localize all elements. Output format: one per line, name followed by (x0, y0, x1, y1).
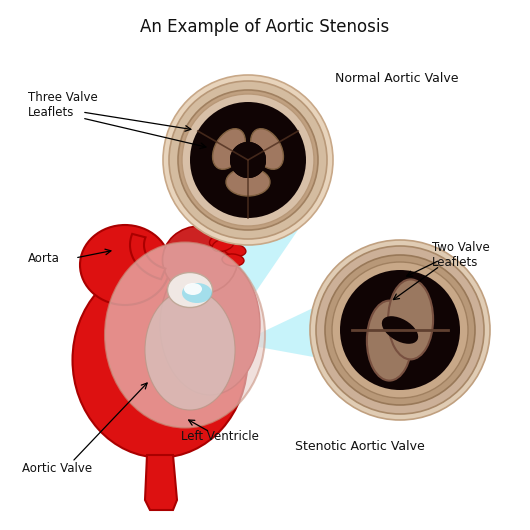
Text: Aortic Valve: Aortic Valve (22, 462, 92, 474)
Circle shape (230, 142, 266, 178)
Polygon shape (220, 300, 330, 360)
Circle shape (169, 81, 327, 239)
Ellipse shape (167, 272, 213, 307)
Circle shape (178, 90, 318, 230)
Ellipse shape (212, 238, 234, 251)
Polygon shape (207, 230, 298, 340)
Circle shape (310, 240, 490, 420)
Ellipse shape (388, 279, 433, 359)
Circle shape (186, 98, 310, 222)
Polygon shape (145, 455, 177, 510)
Text: Three Valve
Leaflets: Three Valve Leaflets (28, 91, 98, 119)
Ellipse shape (182, 283, 212, 303)
Ellipse shape (80, 225, 170, 305)
Circle shape (316, 246, 484, 414)
Ellipse shape (163, 226, 237, 294)
Text: Left Ventricle: Left Ventricle (181, 430, 259, 443)
Circle shape (333, 263, 467, 397)
Ellipse shape (367, 301, 412, 381)
Circle shape (332, 262, 468, 398)
Ellipse shape (213, 129, 245, 169)
Text: An Example of Aortic Stenosis: An Example of Aortic Stenosis (140, 18, 390, 36)
Ellipse shape (105, 243, 265, 428)
Circle shape (190, 102, 306, 218)
Ellipse shape (222, 254, 244, 266)
Ellipse shape (226, 168, 270, 196)
Ellipse shape (73, 262, 248, 457)
Circle shape (340, 270, 460, 390)
Ellipse shape (251, 129, 284, 169)
Ellipse shape (145, 290, 235, 410)
Text: Two Valve
Leaflets: Two Valve Leaflets (432, 241, 490, 269)
Circle shape (230, 142, 266, 178)
Ellipse shape (184, 283, 202, 295)
Ellipse shape (209, 233, 231, 247)
Text: Stenotic Aortic Valve: Stenotic Aortic Valve (295, 440, 425, 453)
Ellipse shape (224, 244, 246, 256)
Circle shape (325, 255, 475, 405)
Circle shape (163, 75, 333, 245)
Circle shape (230, 142, 266, 178)
Text: Normal Aortic Valve: Normal Aortic Valve (335, 72, 458, 85)
Ellipse shape (382, 316, 418, 344)
Ellipse shape (160, 255, 260, 395)
Text: Aorta: Aorta (28, 252, 60, 264)
Circle shape (182, 94, 314, 226)
Polygon shape (130, 234, 165, 279)
